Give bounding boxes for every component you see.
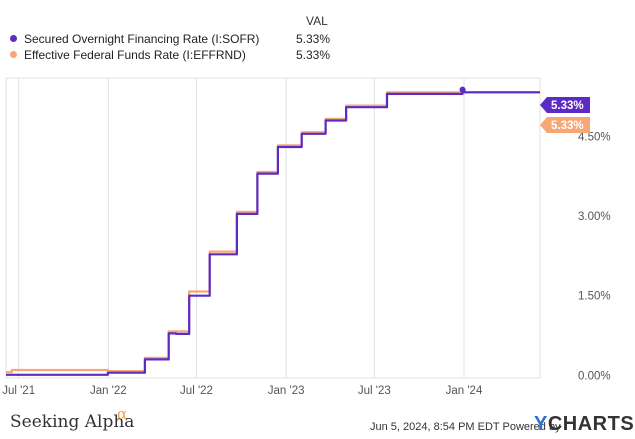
y-axis: 0.00% 1.50% 3.00% 4.50%	[578, 131, 611, 382]
legend-dot-icon	[10, 51, 17, 58]
alpha-logo-mark: α	[117, 405, 128, 423]
x-tick-label: Jul '23	[358, 385, 391, 397]
sofr-spike-point	[459, 86, 466, 93]
y-tick-label: 1.50%	[578, 291, 611, 303]
end-label-badge	[540, 97, 590, 113]
x-axis: Jul '21 Jan '22 Jul '22 Jan '23 Jul '23 Jan '…	[2, 385, 483, 397]
legend-item-sofr[interactable]: Secured Overnight Financing Rate (I:SOFR…	[10, 32, 259, 46]
y-tick-label: 4.50%	[578, 131, 611, 143]
legend-label-sofr: Secured Overnight Financing Rate (I:SOFR…	[24, 32, 260, 46]
ycharts-logo[interactable]: YCHARTS	[534, 413, 634, 436]
ycharts-logo-y: Y	[534, 413, 548, 435]
grid	[5, 77, 541, 379]
legend-dot-icon	[10, 35, 17, 42]
legend: VAL Secured Overnight Financing Rate (I:…	[0, 0, 635, 70]
x-tick-label: Jan '23	[268, 385, 305, 397]
x-tick-label: Jan '24	[446, 385, 483, 397]
legend-label-effr: Effective Federal Funds Rate (I:EFFRND)	[24, 48, 246, 62]
legend-value-header: VAL	[306, 14, 328, 28]
end-label-text: 5.33%	[551, 100, 584, 112]
seeking-alpha-logo[interactable]: Seeking Alpha	[10, 412, 135, 432]
y-tick-label: 3.00%	[578, 211, 611, 223]
end-label-badge	[540, 117, 590, 133]
x-tick-label: Jul '21	[2, 385, 35, 397]
legend-item-effr[interactable]: Effective Federal Funds Rate (I:EFFRND)	[10, 48, 246, 62]
series-line-0	[6, 88, 540, 376]
footer-date: Jun 5, 2024, 8:54 PM EDT	[370, 421, 500, 433]
powered-by-text: Powered by	[502, 421, 561, 433]
x-tick-label: Jan '22	[90, 385, 127, 397]
series-lines	[6, 86, 540, 376]
series-line-1	[6, 91, 540, 374]
legend-value-effr: 5.33%	[296, 48, 331, 62]
footer-timestamp: Jun 5, 2024, 8:54 PM EDT Powered by	[370, 421, 561, 433]
legend-value-sofr: 5.33%	[296, 32, 331, 46]
footer: Seeking Alpha α Jun 5, 2024, 8:54 PM EDT…	[0, 400, 635, 439]
ycharts-logo-text: CHARTS	[547, 413, 635, 435]
end-label-text: 5.33%	[551, 120, 584, 132]
x-tick-label: Jul '22	[180, 385, 213, 397]
line-chart: 0.00%1.50%3.00%4.50% Jul '21 Jan '22 Jul '…	[2, 77, 611, 397]
plot-area	[5, 77, 541, 379]
end-labels: 5.33% 5.33%	[540, 97, 590, 133]
y-tick-label: 0.00%	[578, 370, 611, 382]
